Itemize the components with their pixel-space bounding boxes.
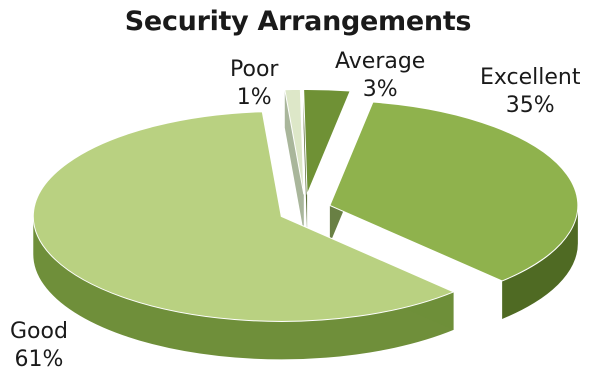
- pie-slice-excellent: [329, 101, 579, 282]
- pie-side-excellent: [502, 205, 578, 319]
- pie-cut-poor: [284, 89, 304, 233]
- label-average-value: 3%: [362, 77, 398, 102]
- label-excellent-name: Excellent: [480, 65, 581, 90]
- pie-slice-poor: [284, 88, 305, 195]
- label-good: Good 61%: [10, 318, 68, 374]
- label-good-name: Good: [10, 319, 68, 344]
- label-average: Average 3%: [335, 48, 425, 104]
- label-good-value: 61%: [14, 347, 64, 372]
- label-poor-value: 1%: [236, 85, 272, 110]
- pie-side-good: [33, 216, 454, 360]
- label-excellent-value: 35%: [505, 93, 555, 118]
- label-excellent: Excellent 35%: [480, 64, 581, 120]
- label-poor: Poor 1%: [230, 56, 278, 112]
- label-poor-name: Poor: [230, 57, 279, 82]
- label-average-name: Average: [335, 49, 426, 74]
- pie-slice-average: [303, 88, 351, 195]
- pie-slice-good: [32, 111, 455, 322]
- chart-title: Security Arrangements: [124, 6, 472, 37]
